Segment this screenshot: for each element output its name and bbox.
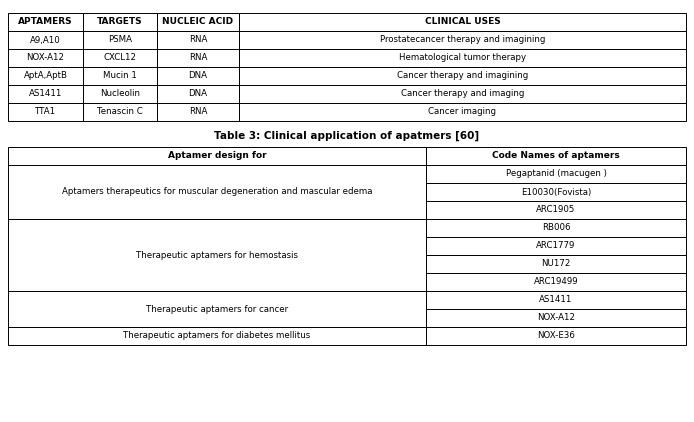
Text: Nucleolin: Nucleolin (100, 89, 140, 98)
Text: Therapeutic aptamers for diabetes mellitus: Therapeutic aptamers for diabetes mellit… (124, 332, 311, 341)
Bar (157, 49, 239, 67)
Text: DNA: DNA (189, 71, 208, 81)
Text: ARC1779: ARC1779 (536, 241, 576, 251)
Bar (157, 67, 239, 85)
Bar (239, 31, 686, 49)
Bar (8, 147, 426, 165)
Text: NOX-A12: NOX-A12 (26, 54, 65, 62)
Bar (426, 219, 686, 237)
Bar (426, 183, 686, 201)
Text: A9,A10: A9,A10 (30, 35, 61, 44)
Bar (8, 67, 83, 85)
Bar (157, 31, 239, 49)
Text: NOX-E36: NOX-E36 (537, 332, 575, 341)
Text: Code Names of aptamers: Code Names of aptamers (492, 151, 620, 160)
Bar (426, 147, 686, 165)
Text: RNA: RNA (189, 35, 208, 44)
Text: Therapeutic aptamers for hemostasis: Therapeutic aptamers for hemostasis (136, 251, 298, 260)
Bar (83, 67, 157, 85)
Text: DNA: DNA (189, 89, 208, 98)
Bar (239, 49, 686, 67)
Bar (426, 201, 686, 219)
Text: Pegaptanid (macugen ): Pegaptanid (macugen ) (505, 170, 607, 179)
Bar (83, 85, 157, 103)
Text: Hematological tumor therapy: Hematological tumor therapy (399, 54, 526, 62)
Text: ARC1905: ARC1905 (536, 206, 576, 214)
Text: Aptamer design for: Aptamer design for (168, 151, 266, 160)
Text: Cancer imaging: Cancer imaging (428, 108, 496, 116)
Bar (157, 85, 239, 103)
Bar (157, 103, 239, 121)
Text: RB006: RB006 (542, 224, 570, 233)
Bar (8, 13, 83, 31)
Text: NU172: NU172 (541, 260, 570, 268)
Text: TTA1: TTA1 (35, 108, 56, 116)
Bar (8, 327, 426, 345)
Bar (426, 237, 686, 255)
Text: Mucin 1: Mucin 1 (103, 71, 137, 81)
Text: Prostatecancer therapy and imagining: Prostatecancer therapy and imagining (380, 35, 545, 44)
Text: Therapeutic aptamers for cancer: Therapeutic aptamers for cancer (146, 305, 288, 314)
Text: NOX-A12: NOX-A12 (537, 314, 575, 322)
Text: APTAMERS: APTAMERS (18, 17, 73, 27)
Bar (83, 31, 157, 49)
Bar (157, 13, 239, 31)
Bar (83, 103, 157, 121)
Bar (8, 291, 426, 327)
Text: RNA: RNA (189, 108, 208, 116)
Text: AptA,AptB: AptA,AptB (24, 71, 67, 81)
Bar (426, 291, 686, 309)
Bar (83, 49, 157, 67)
Text: TARGETS: TARGETS (97, 17, 143, 27)
Bar (8, 31, 83, 49)
Bar (8, 165, 426, 219)
Text: Cancer therapy and imagining: Cancer therapy and imagining (397, 71, 528, 81)
Bar (426, 309, 686, 327)
Bar (8, 49, 83, 67)
Text: ARC19499: ARC19499 (534, 278, 578, 287)
Bar (239, 67, 686, 85)
Bar (426, 327, 686, 345)
Bar (426, 165, 686, 183)
Text: E10030(Fovista): E10030(Fovista) (521, 187, 591, 197)
Text: Table 3: Clinical application of apatmers [60]: Table 3: Clinical application of apatmer… (214, 131, 480, 141)
Text: AS1411: AS1411 (29, 89, 62, 98)
Bar (8, 103, 83, 121)
Text: RNA: RNA (189, 54, 208, 62)
Text: CLINICAL USES: CLINICAL USES (425, 17, 500, 27)
Bar (426, 255, 686, 273)
Bar (426, 273, 686, 291)
Bar (239, 103, 686, 121)
Text: CXCL12: CXCL12 (103, 54, 137, 62)
Text: NUCLEIC ACID: NUCLEIC ACID (162, 17, 234, 27)
Bar (239, 85, 686, 103)
Bar (239, 13, 686, 31)
Bar (83, 13, 157, 31)
Text: Cancer therapy and imaging: Cancer therapy and imaging (401, 89, 524, 98)
Text: Aptamers therapeutics for muscular degeneration and mascular edema: Aptamers therapeutics for muscular degen… (62, 187, 372, 197)
Bar (8, 219, 426, 291)
Text: AS1411: AS1411 (539, 295, 573, 305)
Bar (8, 85, 83, 103)
Text: PSMA: PSMA (108, 35, 132, 44)
Text: Tenascin C: Tenascin C (97, 108, 143, 116)
